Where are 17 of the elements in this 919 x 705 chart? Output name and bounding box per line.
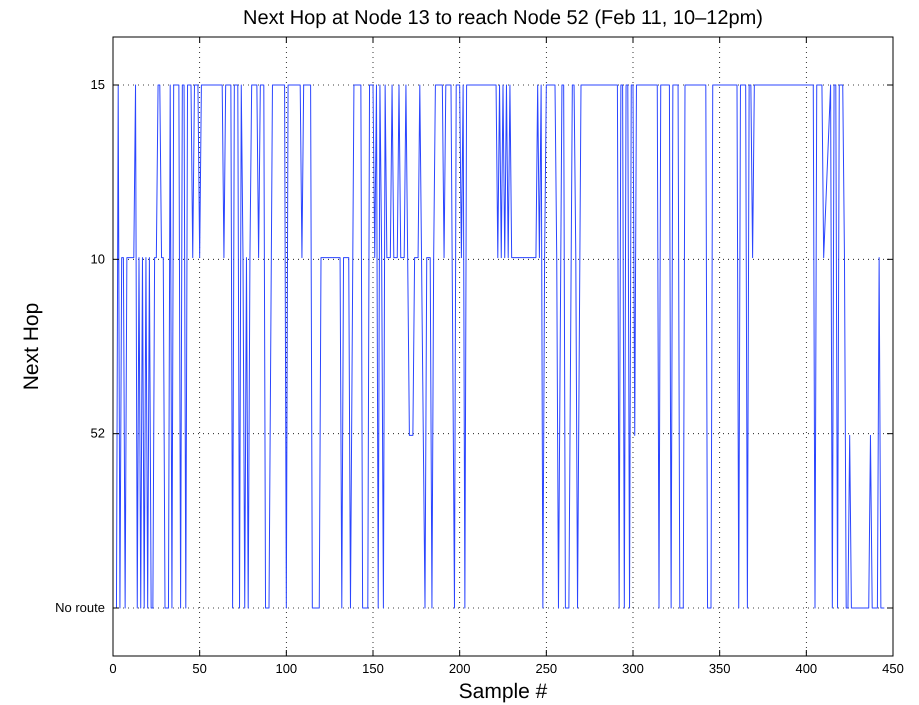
x-tick-label: 50 bbox=[192, 661, 207, 676]
text: No route bbox=[55, 600, 105, 615]
chart-title: Next Hop at Node 13 to reach Node 52 (Feb 11, 10–12pm) bbox=[243, 7, 763, 29]
y-axis-title: Next Hop bbox=[20, 302, 43, 390]
x-tick-label: 200 bbox=[448, 661, 471, 676]
text: 15 bbox=[90, 77, 105, 92]
x-tick-label: 300 bbox=[622, 661, 644, 676]
x-tick-label: 0 bbox=[109, 661, 117, 676]
x-tick-label: 250 bbox=[535, 661, 558, 676]
x-axis-title: Sample # bbox=[458, 680, 548, 703]
x-tick-label: 400 bbox=[795, 661, 818, 676]
x-tick-label: 350 bbox=[708, 661, 731, 676]
x-tick-label: 150 bbox=[362, 661, 384, 676]
x-tick-label: 100 bbox=[275, 661, 298, 676]
x-tick-label: 450 bbox=[882, 661, 904, 676]
text: 52 bbox=[90, 426, 105, 441]
text: 10 bbox=[90, 251, 105, 266]
